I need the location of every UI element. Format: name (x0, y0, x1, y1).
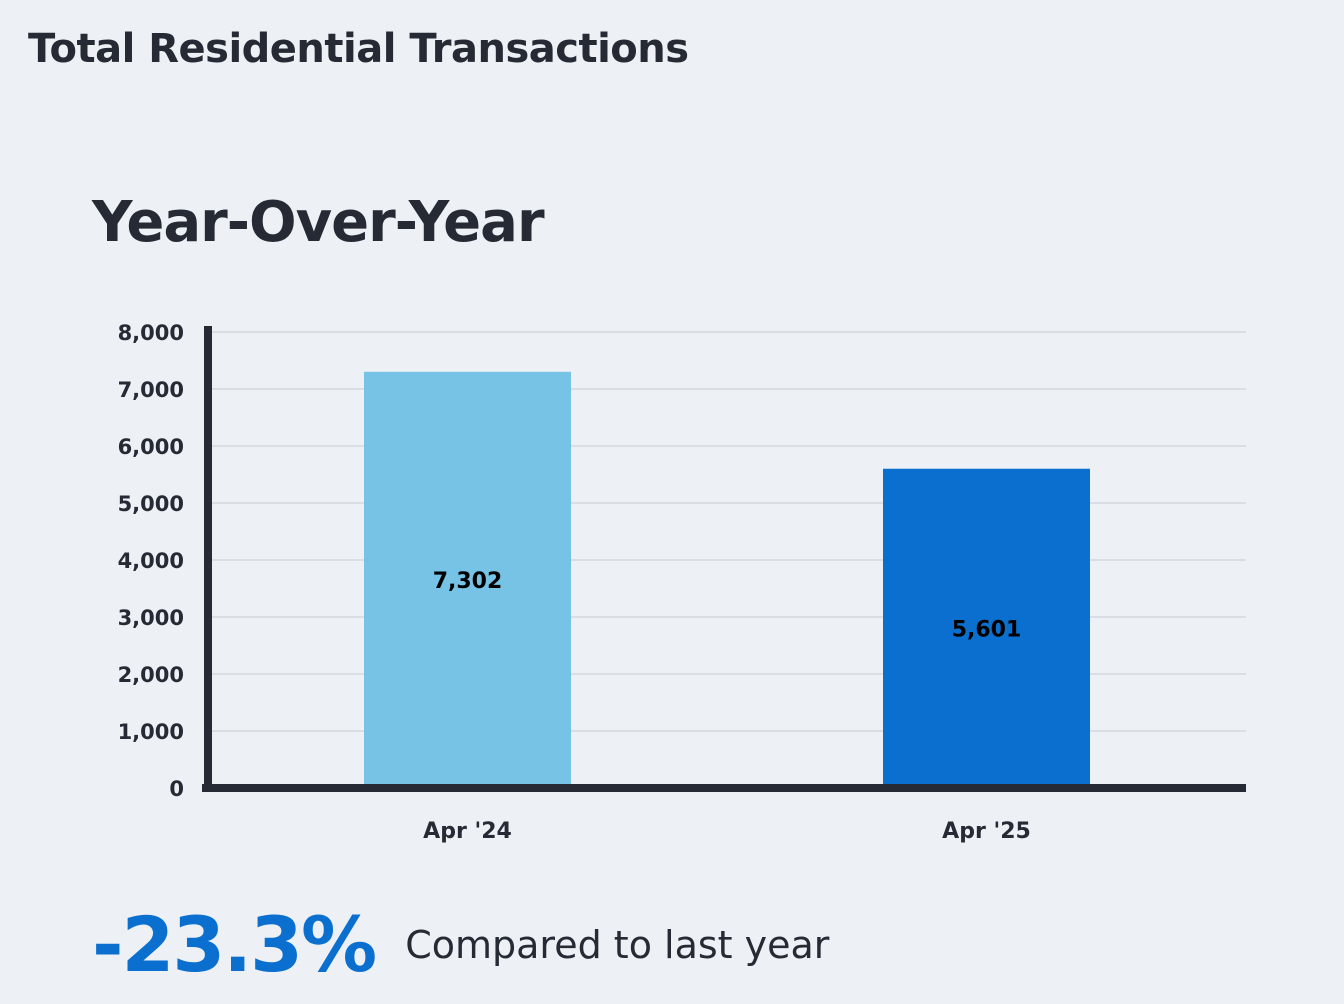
bar-chart: 0 1,000 2,000 3,000 4,000 5,000 6,000 7,000 8,00… (118, 321, 1246, 844)
y-tick-label: 6,000 (118, 435, 184, 459)
chart-heading: Year-Over-Year (92, 190, 545, 255)
y-tick-label: 8,000 (118, 321, 184, 345)
y-tick-label: 1,000 (118, 720, 184, 744)
y-tick-label: 5,000 (118, 492, 184, 516)
y-tick-label: 7,000 (118, 378, 184, 402)
x-tick-label: Apr '25 (942, 819, 1031, 844)
change-percentage: -23.3% (92, 900, 377, 989)
change-caption: Compared to last year (405, 922, 830, 967)
y-tick-label: 0 (169, 777, 184, 801)
y-tick-label: 3,000 (118, 606, 184, 630)
summary: -23.3% Compared to last year (92, 900, 829, 989)
bar (364, 371, 571, 788)
y-tick-label: 2,000 (118, 663, 184, 687)
bar-value-label: 7,302 (433, 569, 503, 594)
x-tick-label: Apr '24 (423, 819, 512, 844)
bar-value-label: 5,601 (952, 617, 1022, 642)
bar (883, 468, 1090, 788)
page-title: Total Residential Transactions (28, 26, 689, 72)
y-tick-label: 4,000 (118, 549, 184, 573)
